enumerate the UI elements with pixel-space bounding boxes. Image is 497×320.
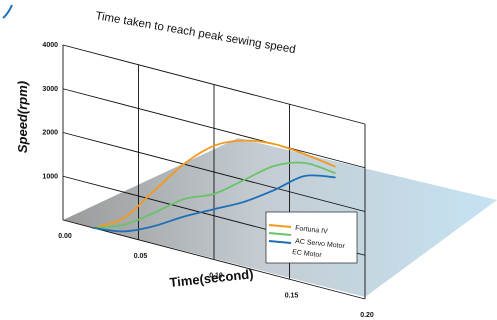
series-line-fortuna-iv: [92, 139, 336, 229]
legend-swatch-ec-motor: [268, 240, 292, 244]
y-axis-title: Speed(rpm): [15, 81, 30, 153]
y-tick-label: 3000: [42, 86, 58, 93]
legend-box: [265, 211, 358, 264]
y-tick-label: 2000: [42, 130, 58, 137]
legend-swatch-fortuna-iv: [268, 224, 292, 228]
x-tick-label: 0.10: [209, 273, 223, 280]
y-tick-label: 1000: [42, 173, 58, 180]
y-tick-label: 4000: [42, 42, 58, 49]
legend-label-ec-motor: EC Motor: [292, 249, 323, 259]
x-tick-label: 0.15: [285, 292, 299, 299]
x-tick-label: 0.00: [58, 233, 72, 240]
x-tick-label: 0.05: [134, 253, 148, 260]
series-line-ac-servo-motor: [92, 161, 336, 229]
series-line-ec-motor: [92, 174, 336, 233]
x-tick-label: 0.20: [360, 312, 374, 319]
series-lines: [92, 139, 336, 233]
corner-mark: [2, 4, 13, 19]
tick-labels: 1000 2000 3000 4000 0.00 0.05 0.10 0.15 0.20: [42, 42, 373, 319]
chart-title: Time taken to reach peak sewing speed: [94, 10, 296, 56]
x-axis-title: Time(second): [169, 266, 254, 290]
legend-label-fortuna-iv: Fortuna IV: [295, 225, 329, 235]
legend-swatch-ac-servo-motor: [268, 232, 292, 236]
legend: Fortuna IV AC Servo Motor EC Motor: [265, 211, 358, 264]
